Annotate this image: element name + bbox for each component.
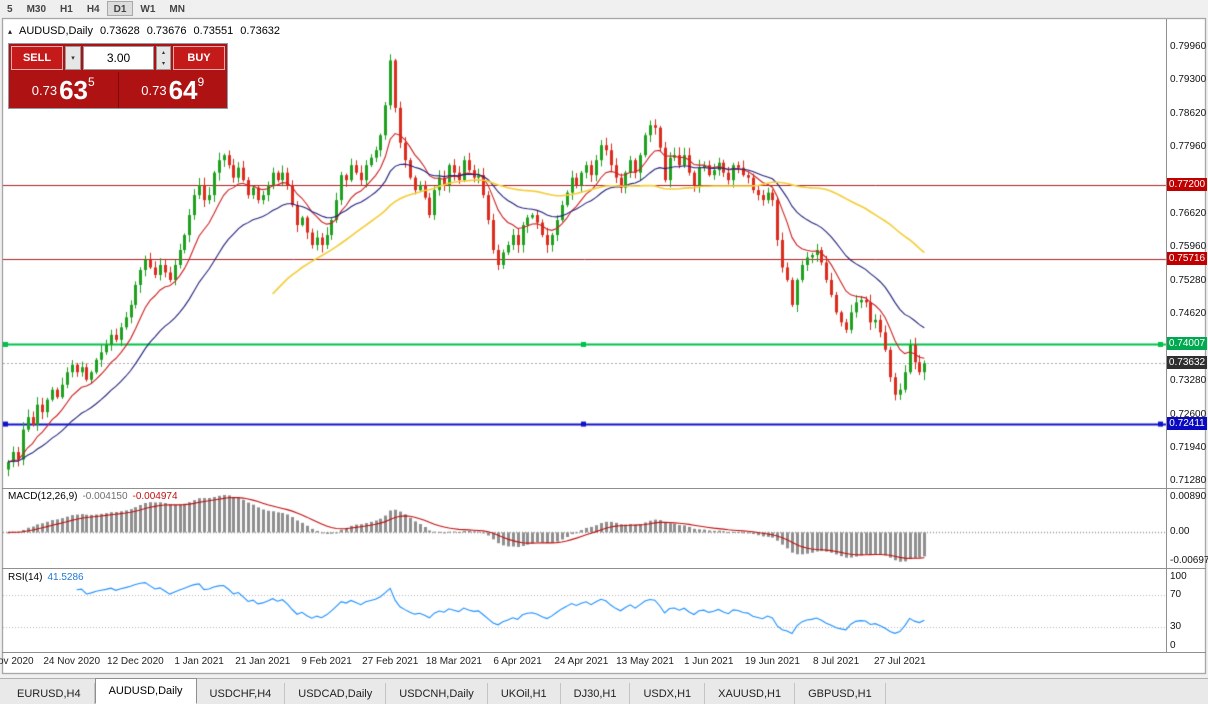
rsi-axis-label: 0 bbox=[1170, 640, 1176, 651]
tab-xauusd-h1[interactable]: XAUUSD,H1 bbox=[705, 683, 796, 704]
date-label: 21 Jan 2021 bbox=[235, 656, 291, 667]
tab-usdchf-h4[interactable]: USDCHF,H4 bbox=[197, 683, 286, 704]
macd-axis-label: 0.00890 bbox=[1170, 491, 1207, 502]
rsi-axis-label: 70 bbox=[1170, 589, 1182, 601]
tab-audusd-daily[interactable]: AUDUSD,Daily bbox=[94, 678, 197, 704]
panel-divider[interactable] bbox=[2, 568, 1206, 569]
date-label: 1 Jun 2021 bbox=[683, 656, 734, 667]
price-axis-label: 0.74620 bbox=[1170, 307, 1207, 319]
date-label: 27 Jul 2021 bbox=[873, 656, 926, 667]
price-axis-label: 0.79300 bbox=[1170, 74, 1207, 86]
tab-usdx-h1[interactable]: USDX,H1 bbox=[630, 683, 706, 704]
volume-spinner[interactable]: ▴ ▾ bbox=[156, 46, 171, 70]
price-badge: 0.72411 bbox=[1167, 417, 1207, 431]
price-axis-label: 0.76620 bbox=[1170, 208, 1207, 220]
rsi-value: 41.5286 bbox=[47, 572, 84, 583]
macd-axis-label: -0.00697 bbox=[1170, 555, 1208, 566]
rsi-axis-label: 30 bbox=[1170, 620, 1182, 632]
price-axis-label: 0.71280 bbox=[1170, 474, 1207, 486]
sell-price-pips: 63 bbox=[59, 75, 89, 105]
date-label: 27 Feb 2021 bbox=[362, 656, 419, 667]
price-badge: 0.75716 bbox=[1167, 252, 1207, 266]
price-badge: 0.73632 bbox=[1167, 356, 1207, 370]
macd-axis-label: 0.00 bbox=[1170, 526, 1190, 538]
date-label: 5 Nov 2020 bbox=[0, 656, 34, 667]
buy-price-pips: 64 bbox=[168, 75, 198, 105]
chart-tab-bar: EURUSD,H4 AUDUSD,Daily USDCHF,H4 USDCAD,Dai… bbox=[0, 678, 1208, 704]
price-axis-label: 0.71940 bbox=[1170, 441, 1207, 453]
chart-close: 0.73632 bbox=[240, 25, 281, 37]
tab-ukoil-h1[interactable]: UKOil,H1 bbox=[488, 683, 561, 704]
tf-button-5[interactable]: 5 bbox=[0, 1, 20, 16]
price-badge: 0.77200 bbox=[1167, 178, 1207, 192]
date-label: 24 Nov 2020 bbox=[43, 656, 101, 667]
volume-input[interactable]: 3.00 bbox=[83, 46, 154, 70]
tab-dj30-h1[interactable]: DJ30,H1 bbox=[561, 683, 631, 704]
chart-canvas[interactable] bbox=[0, 0, 1208, 678]
buy-button[interactable]: BUY bbox=[173, 46, 225, 70]
macd-name: MACD(12,26,9) bbox=[8, 491, 78, 502]
price-axis-label: 0.79960 bbox=[1170, 41, 1207, 53]
buy-price[interactable]: 0.73 64 9 bbox=[117, 72, 228, 108]
sell-price-prefix: 0.73 bbox=[31, 82, 58, 98]
tf-button-d1[interactable]: D1 bbox=[106, 1, 134, 16]
date-axis-separator bbox=[2, 652, 1206, 653]
timeframe-toolbar: 5 M30 H1 H4 D1 W1 MN bbox=[0, 0, 1208, 17]
tf-button-h1[interactable]: H1 bbox=[53, 1, 80, 16]
chart-low: 0.73551 bbox=[193, 25, 234, 37]
tab-usdcnh-daily[interactable]: USDCNH,Daily bbox=[386, 683, 488, 704]
buy-price-frac: 9 bbox=[197, 75, 205, 89]
price-axis-label: 0.77960 bbox=[1170, 141, 1207, 153]
date-label: 8 Jul 2021 bbox=[813, 656, 860, 667]
spin-down-icon[interactable]: ▾ bbox=[161, 60, 165, 67]
chart-high: 0.73676 bbox=[146, 25, 187, 37]
date-label: 19 Jun 2021 bbox=[744, 656, 800, 667]
date-label: 9 Feb 2021 bbox=[301, 656, 352, 667]
one-click-trading-panel: SELL ▾ 3.00 ▴ ▾ BUY 0.73 63 5 0.73 64 9 bbox=[8, 43, 228, 109]
price-axis-label: 0.73280 bbox=[1170, 374, 1207, 386]
rsi-label: RSI(14) 41.5286 bbox=[8, 572, 84, 583]
date-label: 1 Jan 2021 bbox=[174, 656, 224, 667]
tab-eurusd-h4[interactable]: EURUSD,H4 bbox=[4, 683, 95, 704]
sell-price[interactable]: 0.73 63 5 bbox=[9, 72, 118, 108]
price-axis-label: 0.75280 bbox=[1170, 274, 1207, 286]
price-axis-label: 0.72600 bbox=[1170, 408, 1207, 420]
tab-usdcad-daily[interactable]: USDCAD,Daily bbox=[285, 683, 387, 704]
tf-button-w1[interactable]: W1 bbox=[133, 1, 163, 16]
spin-up-icon[interactable]: ▴ bbox=[161, 49, 165, 56]
chart-collapse-icon[interactable]: ▴ bbox=[8, 26, 13, 36]
price-axis-label: 0.78620 bbox=[1170, 108, 1207, 120]
date-label: 24 Apr 2021 bbox=[554, 656, 609, 667]
price-axis-separator bbox=[1166, 19, 1167, 652]
tab-gbpusd-h1[interactable]: GBPUSD,H1 bbox=[795, 683, 886, 704]
sell-price-frac: 5 bbox=[88, 75, 95, 89]
macd-value-main: -0.004150 bbox=[82, 491, 128, 502]
tf-button-mn[interactable]: MN bbox=[162, 1, 192, 16]
tf-button-h4[interactable]: H4 bbox=[79, 1, 107, 16]
chart-title: ▴ AUDUSD,Daily 0.73628 0.73676 0.73551 0… bbox=[8, 25, 280, 37]
volume-dropdown-icon[interactable]: ▾ bbox=[65, 46, 81, 70]
rsi-name: RSI(14) bbox=[8, 572, 43, 583]
date-label: 13 May 2021 bbox=[616, 656, 674, 667]
date-label: 12 Dec 2020 bbox=[107, 656, 164, 667]
date-label: 6 Apr 2021 bbox=[493, 656, 542, 667]
macd-value-signal: -0.004974 bbox=[132, 491, 178, 502]
date-label: 18 Mar 2021 bbox=[425, 656, 482, 667]
rsi-axis-label: 100 bbox=[1170, 571, 1187, 582]
price-axis-label: 0.75960 bbox=[1170, 241, 1207, 252]
chart-symbol: AUDUSD,Daily bbox=[19, 25, 93, 37]
tf-button-m30[interactable]: M30 bbox=[19, 1, 54, 16]
price-badge: 0.74007 bbox=[1167, 337, 1207, 351]
macd-label: MACD(12,26,9) -0.004150 -0.004974 bbox=[8, 491, 178, 502]
sell-button[interactable]: SELL bbox=[11, 46, 63, 70]
chart-open: 0.73628 bbox=[99, 25, 140, 37]
panel-divider[interactable] bbox=[2, 488, 1206, 489]
buy-price-prefix: 0.73 bbox=[141, 82, 167, 98]
